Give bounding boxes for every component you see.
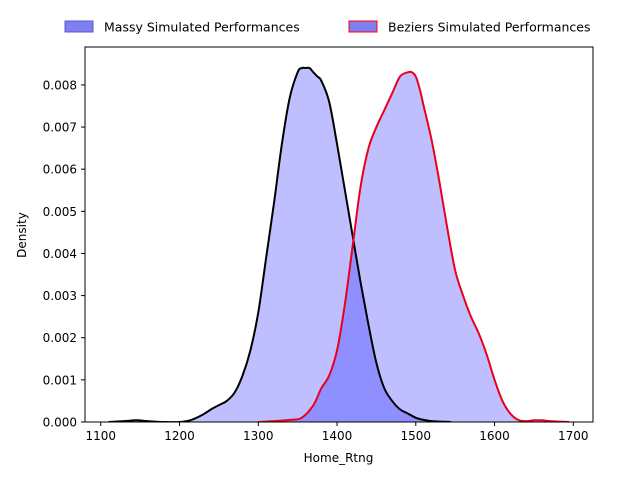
legend-item-1: Massy Simulated Performances xyxy=(64,20,300,35)
legend-swatch xyxy=(64,20,94,33)
y-axis-label: Density xyxy=(15,212,29,258)
series-area-2 xyxy=(258,71,570,422)
series-area-1 xyxy=(108,67,452,422)
x-tick-label: 1400 xyxy=(322,429,353,443)
legend-label: Beziers Simulated Performances xyxy=(388,20,590,35)
y-tick-label: 0.001 xyxy=(43,373,77,387)
y-tick-label: 0.007 xyxy=(43,121,77,135)
legend-swatch xyxy=(348,20,378,33)
legend-label: Massy Simulated Performances xyxy=(104,20,300,35)
y-tick-label: 0.003 xyxy=(43,289,77,303)
plot-frame xyxy=(84,46,594,423)
x-tick-label: 1700 xyxy=(558,429,589,443)
axes: 1100 1200 1300 1400 1500 1600 1700 0.000 0.001 0.… xyxy=(43,46,594,443)
x-tick-label: 1300 xyxy=(243,429,274,443)
x-tick-label: 1600 xyxy=(479,429,510,443)
series-line-2 xyxy=(258,70,570,422)
y-tick-label: 0.006 xyxy=(43,163,77,177)
x-tick-label: 1200 xyxy=(164,429,195,443)
y-tick-label: 0.004 xyxy=(43,247,77,261)
y-tick-label: 0.000 xyxy=(43,416,77,430)
y-tick-label: 0.008 xyxy=(43,78,77,92)
legend-item-2: Beziers Simulated Performances xyxy=(348,20,590,35)
y-tick-label: 0.002 xyxy=(43,331,77,345)
x-tick-label: 1100 xyxy=(85,429,116,443)
plot-area xyxy=(108,66,570,422)
x-tick-label: 1500 xyxy=(401,429,432,443)
legend: Massy Simulated Performances Beziers Simu… xyxy=(64,20,590,35)
x-axis-label: Home_Rtng xyxy=(304,451,374,465)
y-tick-label: 0.005 xyxy=(43,205,77,219)
series-line-1 xyxy=(108,66,452,422)
